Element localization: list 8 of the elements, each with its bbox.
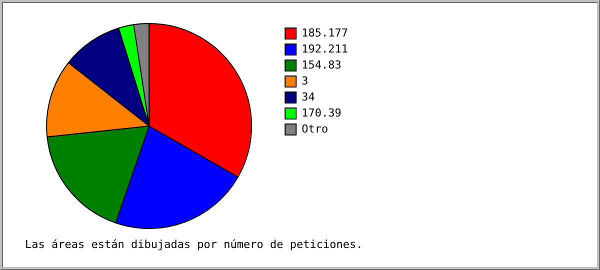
text: Las áreas están dibujadas por número de peticiones. bbox=[25, 238, 363, 251]
legend-label: 170.39 bbox=[302, 106, 342, 120]
legend-label: 34 bbox=[302, 90, 316, 104]
legend-label: Otro bbox=[302, 122, 328, 136]
legend-label: 192.211 bbox=[302, 42, 348, 56]
legend-label: 154.83 bbox=[302, 58, 342, 72]
legend-label: 3 bbox=[302, 74, 308, 88]
legend-label: 185.177 bbox=[302, 26, 348, 40]
